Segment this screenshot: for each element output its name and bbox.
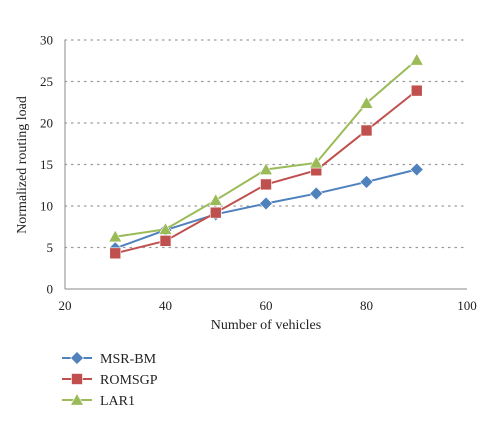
data-point [158,222,173,235]
data-point [108,229,123,243]
legend-item: LAR1 [62,392,135,409]
data-point [259,196,273,211]
data-point [309,186,324,201]
y-tick-label: 10 [40,199,53,214]
y-tick-label: 20 [40,116,53,131]
data-point [359,95,374,109]
x-tick-label: 80 [360,298,373,313]
data-point [410,84,423,97]
data-point [409,162,424,177]
legend-label: ROMSGP [100,373,158,388]
axes [64,40,467,290]
y-tick-label: 5 [47,240,54,255]
series-msr-bm [108,162,424,256]
x-tick-label: 20 [59,298,72,313]
x-tick-label: 60 [260,298,273,313]
series-group [108,52,424,260]
legend-marker [70,351,84,365]
x-axis-label: Number of vehicles [211,318,321,333]
legend-item: ROMSGP [62,373,158,388]
data-point [409,52,424,66]
legend: MSR-BM ROMSGP LAR1 [62,351,158,409]
data-point [109,247,122,260]
legend-item: MSR-BM [62,351,157,367]
y-axis-label: Normalized routing load [15,96,30,234]
x-tick-label: 100 [457,298,477,313]
y-tick-label: 0 [47,282,54,297]
data-point [209,206,222,219]
grid-lines [64,39,468,249]
y-tick-label: 30 [40,33,53,48]
legend-marker [71,373,83,385]
y-tick-label: 15 [40,157,53,172]
legend-label: MSR-BM [100,352,157,367]
series-lar1 [108,52,424,243]
y-tick-label: 25 [40,74,53,89]
data-point [258,162,274,175]
data-point [360,124,373,137]
x-tick-label: 40 [159,298,172,313]
data-point [309,155,324,169]
data-point [260,178,272,191]
data-point [359,175,374,189]
x-tick-labels: 20 40 60 80 100 [59,298,477,313]
series-romsgp [109,84,423,260]
data-point [208,193,223,206]
data-point [159,235,172,247]
legend-marker [69,392,85,406]
legend-label: LAR1 [100,394,135,409]
y-tick-labels: 0 5 10 15 20 25 30 [40,33,53,297]
